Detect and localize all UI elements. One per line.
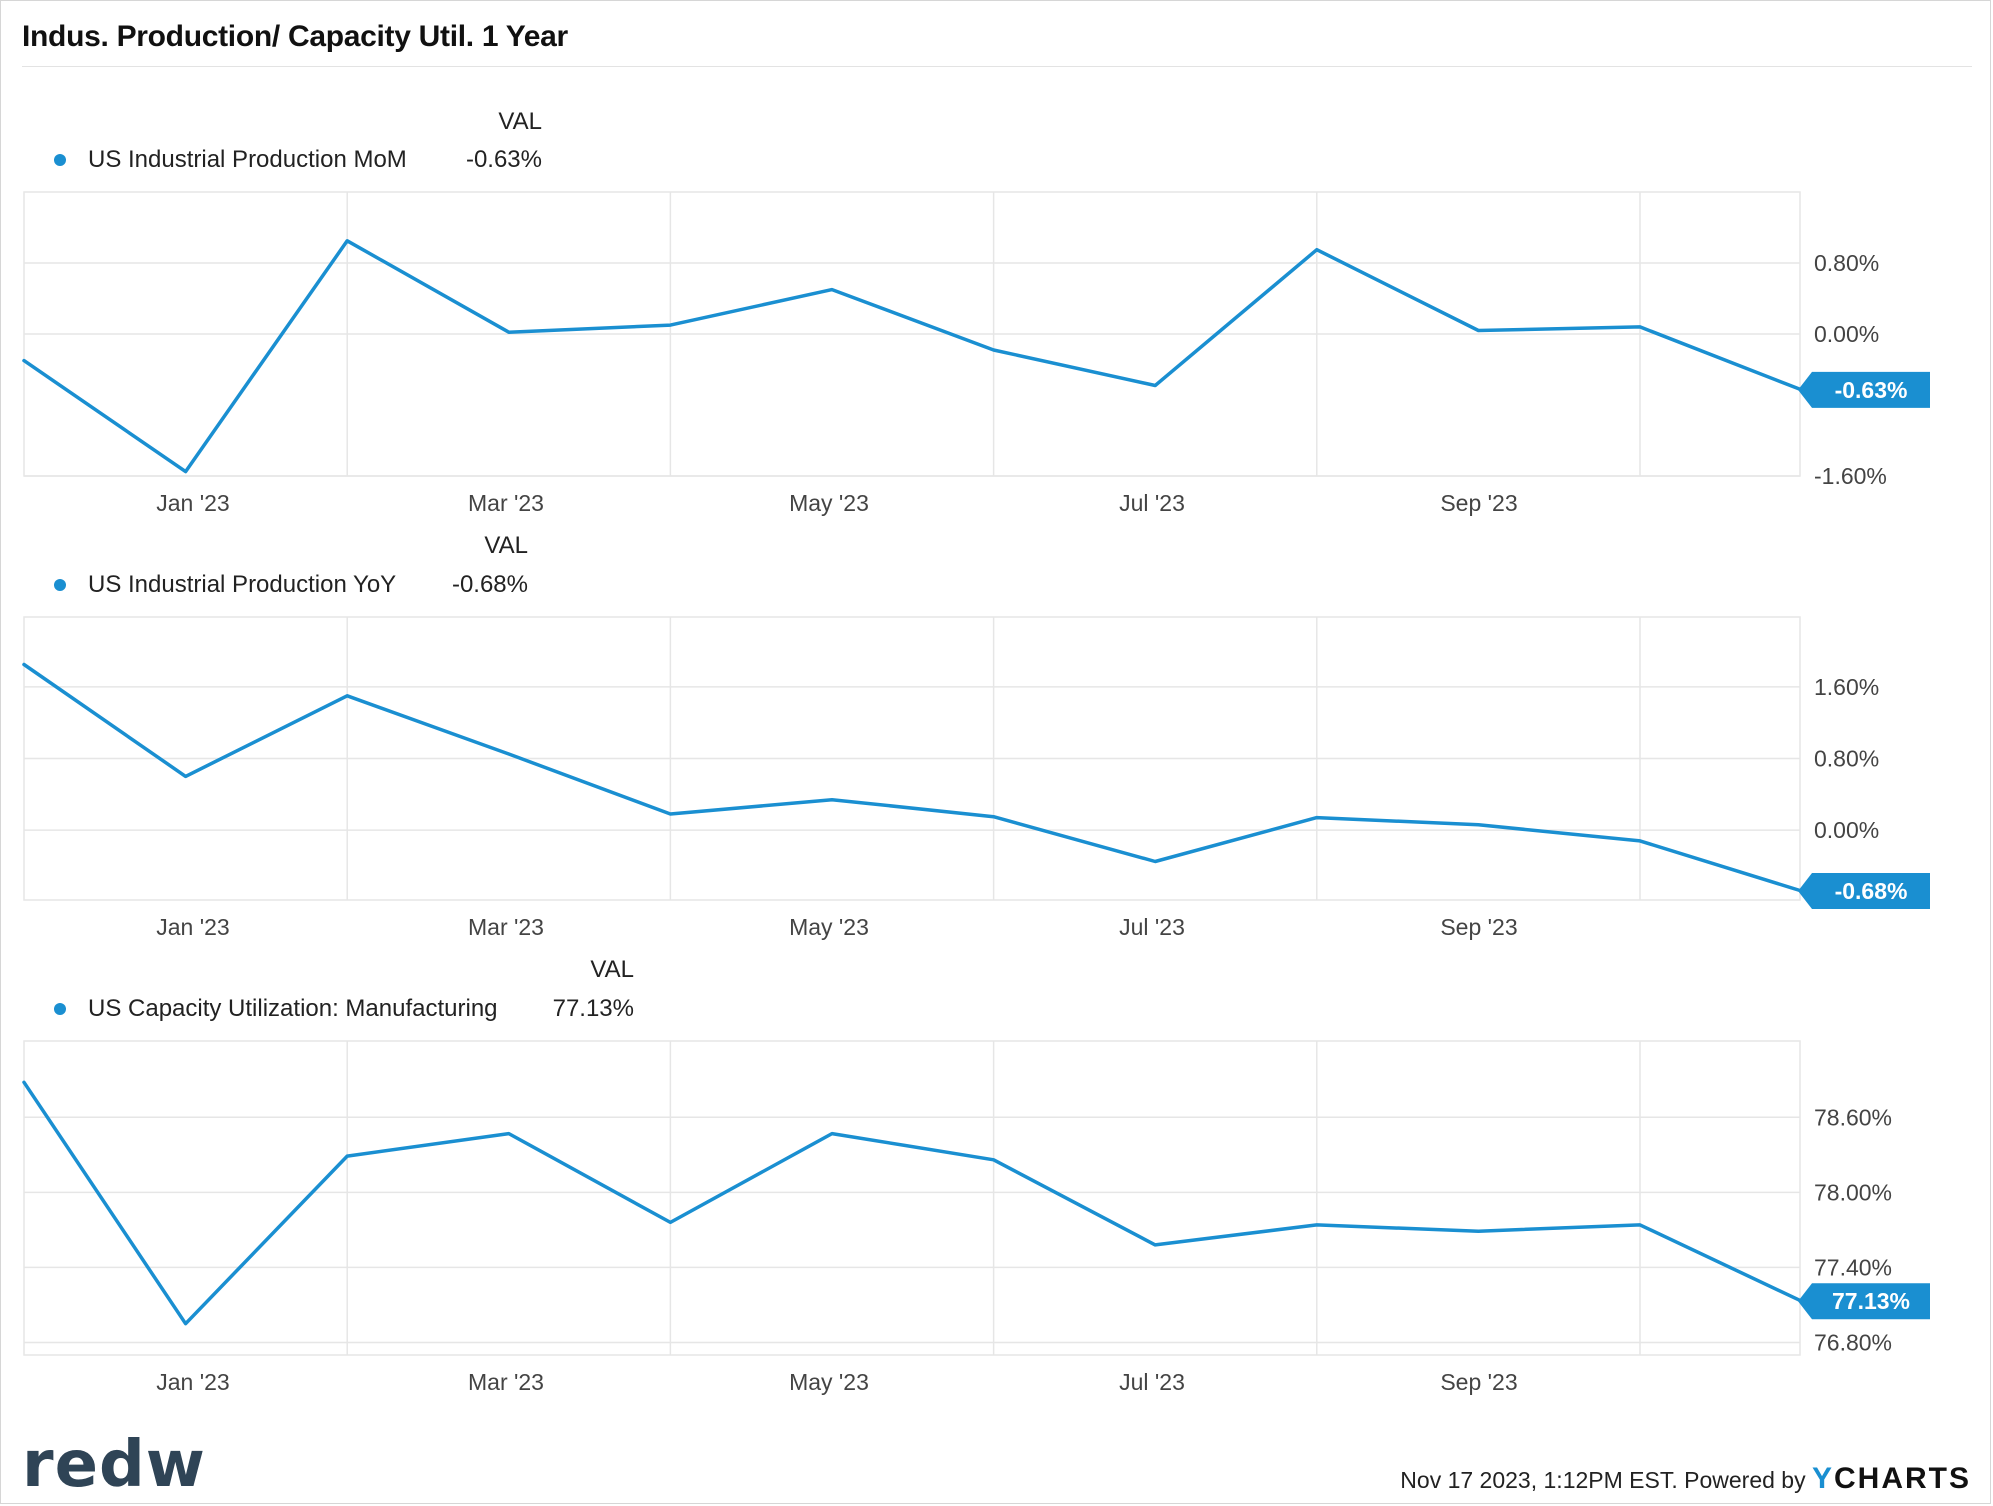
series-line (22, 239, 1804, 474)
x-tick-label: Jan '23 (156, 1369, 229, 1395)
legend-dot-icon (54, 579, 66, 591)
x-tick-label: Jul '23 (1119, 1369, 1185, 1395)
series-line (22, 662, 1804, 893)
x-tick-label: Sep '23 (1440, 914, 1517, 940)
y-tick-label: 77.40% (1814, 1254, 1892, 1280)
last-value-tag (1798, 873, 1930, 910)
x-tick-label: Sep '23 (1440, 490, 1517, 516)
last-value-tag (1798, 1283, 1930, 1320)
x-tick-label: Sep '23 (1440, 1369, 1517, 1395)
y-tick-label: 0.80% (1814, 746, 1879, 772)
x-tick-label: Jul '23 (1119, 914, 1185, 940)
x-tick-label: Jan '23 (156, 914, 229, 940)
x-tick-label: Mar '23 (468, 490, 544, 516)
y-tick-label: 0.00% (1814, 321, 1879, 347)
last-value-tag-label: -0.63% (1835, 377, 1908, 403)
legend-series-name[interactable]: US Capacity Utilization: Manufacturing (88, 995, 498, 1022)
ycharts-logo-text: CHARTS (1834, 1462, 1971, 1495)
y-tick-label: 76.80% (1814, 1329, 1892, 1355)
legend-series-value: 77.13% (552, 995, 634, 1022)
footer-attribution: Nov 17 2023, 1:12PM EST. Powered by YCHA… (1400, 1462, 1971, 1496)
legend-series-name[interactable]: US Industrial Production MoM (88, 146, 407, 173)
y-tick-label: 1.60% (1814, 674, 1879, 700)
legend-series-value: -0.68% (451, 571, 528, 598)
page-title: Indus. Production/ Capacity Util. 1 Year (22, 20, 568, 53)
last-value-tag (1798, 371, 1930, 408)
x-tick-label: May '23 (789, 914, 869, 940)
legend-series-value: -0.63% (465, 146, 542, 173)
plot-area-border (23, 1040, 1801, 1356)
legend-val-header: VAL (590, 956, 634, 983)
y-tick-label: -1.60% (1814, 463, 1887, 489)
title-divider (22, 66, 1972, 67)
legend-val-header: VAL (484, 532, 528, 559)
ycharts-logo[interactable]: YCHARTS (1812, 1462, 1971, 1495)
x-tick-label: Mar '23 (468, 1369, 544, 1395)
ycharts-logo-y: Y (1811, 1462, 1834, 1495)
last-value-tag-label: 77.13% (1832, 1288, 1910, 1314)
legend-val-header: VAL (498, 108, 542, 135)
y-tick-label: 78.00% (1814, 1179, 1892, 1205)
y-tick-label: 0.80% (1814, 250, 1879, 276)
x-tick-label: May '23 (789, 490, 869, 516)
legend-dot-icon (54, 154, 66, 166)
footer-timestamp: Nov 17 2023, 1:12PM EST. Powered by (1400, 1467, 1806, 1493)
series-line (22, 1080, 1804, 1326)
x-tick-label: Mar '23 (468, 914, 544, 940)
last-value-tag-label: -0.68% (1835, 878, 1908, 904)
y-tick-label: 78.60% (1814, 1104, 1892, 1130)
x-tick-label: May '23 (789, 1369, 869, 1395)
x-tick-label: Jan '23 (156, 490, 229, 516)
x-tick-label: Jul '23 (1119, 490, 1185, 516)
redw-logo: redw (22, 1428, 206, 1502)
legend-dot-icon (54, 1003, 66, 1015)
y-tick-label: 0.00% (1814, 817, 1879, 843)
legend-series-name[interactable]: US Industrial Production YoY (88, 571, 397, 598)
